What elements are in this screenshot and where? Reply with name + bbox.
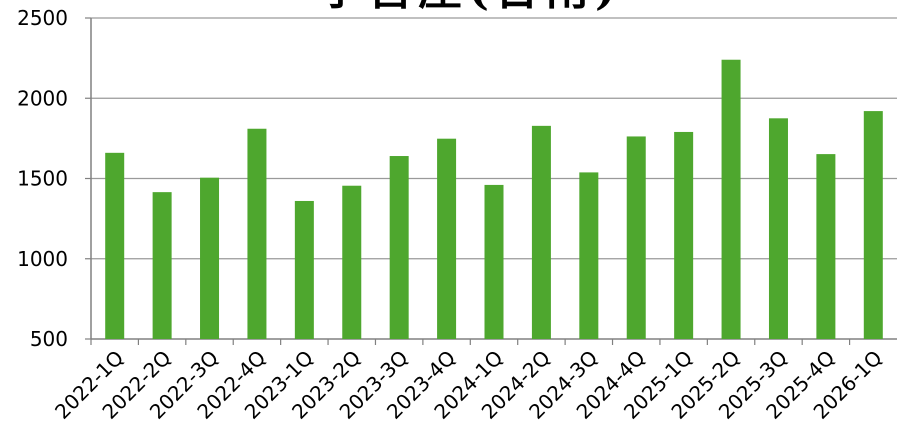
bar-2023-1Q: [294, 200, 314, 339]
y-tick-label: 500: [30, 327, 68, 351]
bar-2022-3Q: [200, 177, 220, 339]
bar-2023-3Q: [389, 156, 409, 339]
bar-2025-2Q: [721, 59, 741, 339]
bar-2025-3Q: [768, 118, 788, 339]
bar-2022-1Q: [105, 152, 125, 339]
bar-2024-3Q: [579, 172, 599, 339]
bar-2025-4Q: [816, 154, 836, 339]
bar-2025-1Q: [674, 131, 694, 339]
y-tick-label: 1500: [17, 167, 68, 191]
bar-2024-2Q: [531, 125, 551, 339]
bar-2024-1Q: [484, 184, 504, 339]
y-tick-label: 1000: [17, 247, 68, 271]
gridlines: [85, 17, 897, 340]
chart-title: 予售屋(台南): [318, 0, 622, 15]
bar-2023-4Q: [437, 138, 457, 339]
x-tick-labels: 2022-1Q2022-2Q2022-3Q2022-4Q2023-1Q2023-…: [50, 339, 887, 424]
y-tick-labels: 500 1000 1500 2000 2500: [17, 6, 68, 351]
bar-2022-2Q: [152, 192, 172, 339]
y-tick-label: 2500: [17, 6, 68, 30]
bar-2022-4Q: [247, 128, 267, 339]
y-tick-label: 2000: [17, 86, 68, 110]
bar-2024-4Q: [626, 136, 646, 339]
bars: [105, 59, 883, 339]
bar-2023-2Q: [342, 185, 362, 339]
bar-2026-1Q: [863, 111, 883, 339]
